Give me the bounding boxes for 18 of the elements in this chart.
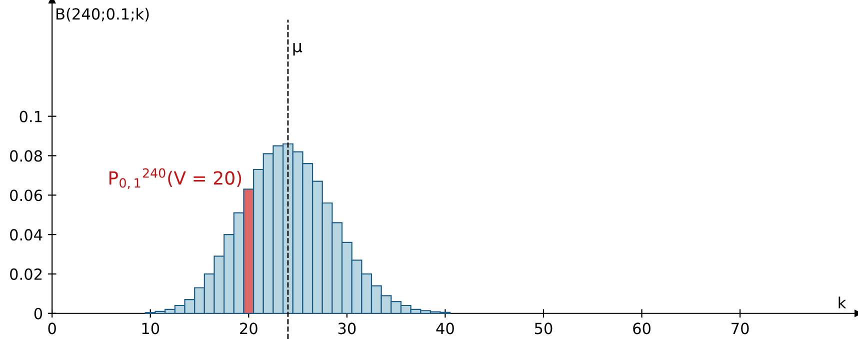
x-tick-label: 10 bbox=[142, 322, 160, 334]
x-tick-label: 40 bbox=[436, 322, 454, 334]
annotation: P$_{0,1}$$^{240}$(V = 20) bbox=[109, 168, 242, 189]
y-tick-label: 0 bbox=[34, 308, 42, 320]
ref-line-label: μ bbox=[293, 42, 302, 56]
y-tick-label: 0.02 bbox=[10, 268, 42, 280]
x-tick-label: 30 bbox=[338, 322, 356, 334]
y-tick-label: 0.08 bbox=[10, 150, 42, 162]
y-axis-title: B(240;0.1;k) bbox=[56, 8, 149, 22]
y-tick-label: 0.06 bbox=[10, 190, 42, 202]
x-tick-label: 50 bbox=[534, 322, 552, 334]
y-tick-label: 0.04 bbox=[10, 229, 42, 241]
x-tick-label: 0 bbox=[48, 322, 56, 334]
x-tick-label: 20 bbox=[240, 322, 258, 334]
x-axis-title: k bbox=[838, 296, 846, 308]
x-tick-label: 70 bbox=[732, 322, 749, 334]
y-tick-label: 0.1 bbox=[20, 110, 42, 122]
x-tick-label: 60 bbox=[633, 322, 650, 334]
